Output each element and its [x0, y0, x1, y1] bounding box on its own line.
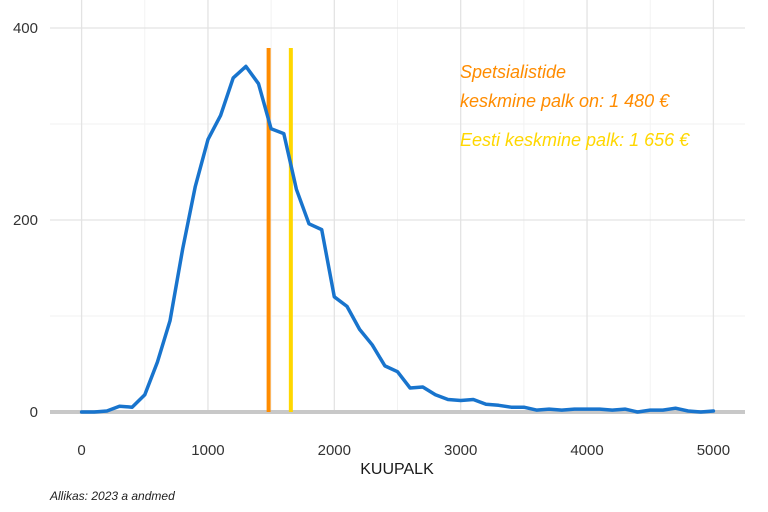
- x-tick-label: 1000: [191, 442, 224, 459]
- annotation-text: keskmine palk on: 1 480 €: [460, 91, 670, 111]
- x-tick-label: 0: [77, 442, 85, 459]
- x-tick-label: 3000: [444, 442, 477, 459]
- annotations: Spetsialistide keskmine palk on: 1 480 €…: [460, 62, 690, 150]
- reference-lines: [266, 48, 293, 412]
- series-line: [79, 64, 716, 414]
- x-tick-label: 4000: [570, 442, 603, 459]
- source-note: Allikas: 2023 a andmed: [49, 489, 175, 503]
- series-layer: [79, 64, 716, 414]
- y-tick-label: 200: [13, 212, 38, 229]
- x-axis-ticks: 0 1000 2000 3000 4000 5000: [77, 442, 730, 459]
- annotation-text: Spetsialistide: [460, 62, 566, 82]
- y-tick-label: 400: [13, 20, 38, 37]
- x-axis-title: KUUPALK: [360, 461, 434, 478]
- annotation-text: Eesti keskmine palk: 1 656 €: [460, 130, 690, 150]
- y-axis-ticks: 0 200 400: [13, 20, 38, 421]
- x-tick-label: 5000: [697, 442, 730, 459]
- grid: [50, 0, 745, 413]
- y-tick-label: 0: [30, 404, 38, 421]
- x-tick-label: 2000: [318, 442, 351, 459]
